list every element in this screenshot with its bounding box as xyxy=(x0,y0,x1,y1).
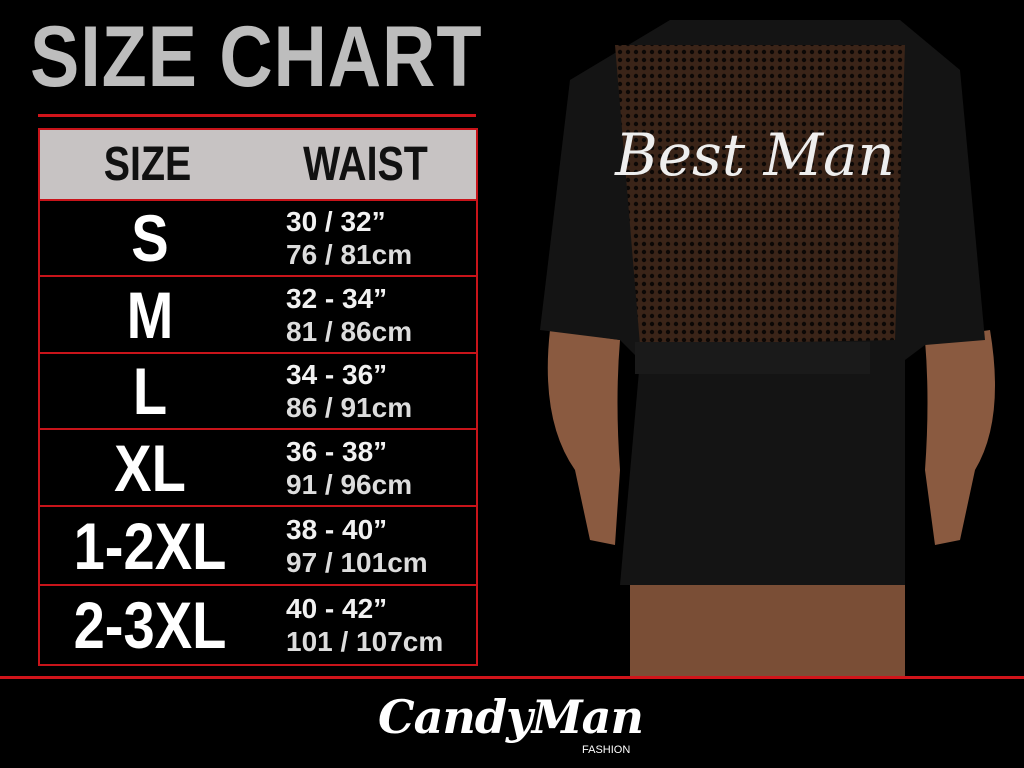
waist-value: 36 - 38” 91 / 96cm xyxy=(260,435,476,501)
arm-right xyxy=(925,330,995,545)
waist-cm: 76 / 81cm xyxy=(286,239,413,270)
size-label: S xyxy=(131,201,169,275)
header-size: SIZE xyxy=(103,138,192,191)
belt xyxy=(635,342,870,374)
waist-inches: 40 - 42” xyxy=(286,593,388,624)
brand-logo-sub: FASHION xyxy=(582,744,631,756)
table-row: 1-2XL 38 - 40” 97 / 101cm xyxy=(40,507,476,586)
table-row: L 34 - 36” 86 / 91cm xyxy=(40,354,476,430)
table-row: XL 36 - 38” 91 / 96cm xyxy=(40,430,476,507)
waist-cm: 101 / 107cm xyxy=(286,626,444,657)
waist-inches: 32 - 34” xyxy=(286,282,388,314)
product-photo: Best Man xyxy=(540,20,995,676)
size-label: M xyxy=(126,277,174,352)
size-label: 2-3XL xyxy=(73,588,227,662)
waist-cm: 97 / 101cm xyxy=(286,546,428,578)
mesh-panel xyxy=(615,45,905,345)
waist-value: 38 - 40” 97 / 101cm xyxy=(260,513,476,579)
footer-divider xyxy=(0,676,1024,679)
waist-value: 40 - 42” 101 / 107cm xyxy=(260,592,476,658)
waist-inches: 38 - 40” xyxy=(286,513,388,545)
waist-cm: 86 / 91cm xyxy=(286,392,413,423)
table-header: SIZE WAIST xyxy=(40,130,476,201)
waist-value: 32 - 34” 81 / 86cm xyxy=(260,282,476,348)
brand-logo: CandyMan xyxy=(378,690,644,744)
page-title: SIZE CHART xyxy=(30,9,483,105)
waist-inches: 36 - 38” xyxy=(286,435,388,467)
waist-inches: 34 - 36” xyxy=(286,359,388,390)
table-row: M 32 - 34” 81 / 86cm xyxy=(40,277,476,354)
legs xyxy=(630,580,905,676)
table-row: S 30 / 32” 76 / 81cm xyxy=(40,201,476,277)
size-label: XL xyxy=(114,430,186,505)
waist-cm: 91 / 96cm xyxy=(286,468,413,500)
size-label: L xyxy=(132,354,168,428)
waist-inches: 30 / 32” xyxy=(286,206,386,237)
header-waist: WAIST xyxy=(303,138,428,191)
size-label: 1-2XL xyxy=(73,508,227,583)
waist-value: 34 - 36” 86 / 91cm xyxy=(260,358,476,424)
size-table: SIZE WAIST S 30 / 32” 76 / 81cm M 32 - 34”… xyxy=(38,128,478,666)
waist-value: 30 / 32” 76 / 81cm xyxy=(260,205,476,271)
garment-print: Best Man xyxy=(614,121,895,189)
arm-left xyxy=(547,330,620,545)
waist-cm: 81 / 86cm xyxy=(286,315,413,347)
table-row: 2-3XL 40 - 42” 101 / 107cm xyxy=(40,586,476,664)
title-divider xyxy=(38,114,476,117)
